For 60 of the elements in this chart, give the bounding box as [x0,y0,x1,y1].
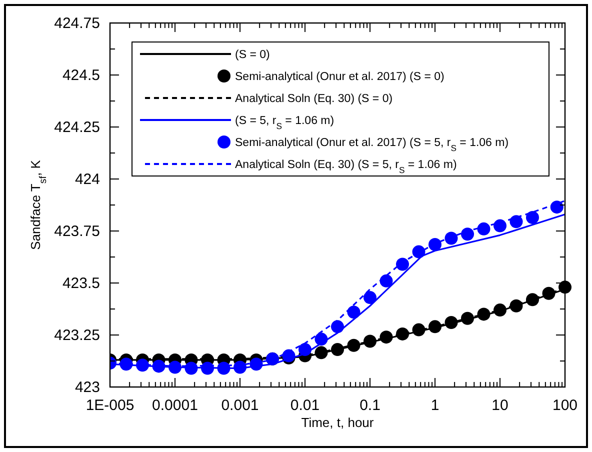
y-tick-label: 424.25 [54,119,100,136]
point [314,346,328,360]
x-tick-label: 0.01 [290,397,320,414]
point [461,312,474,325]
x-tick-label: 1E-005 [86,397,134,414]
point [364,291,376,304]
legend-label: Semi-analytical (Onur et al. 2017) (S = 5, r$_{S}$ = 1.06 m) [235,137,509,153]
point [331,320,344,334]
point [510,215,523,228]
y-tick-label: 423 [74,379,100,396]
y-tick-label: 424 [74,171,100,188]
point [201,362,214,375]
point [526,293,539,306]
legend-label: (S = 5, r$_{S}$ = 1.06 m) [235,115,334,131]
point [136,358,149,372]
point [152,360,166,373]
point [396,258,409,271]
x-tick-label: 10 [492,397,508,414]
y-tick-label: 423.75 [54,223,100,240]
y-tick-label: 423.5 [62,275,100,292]
point [428,238,442,252]
point [494,219,506,232]
legend-label: Analytical Soln (Eq. 30) (S = 0) [235,93,393,105]
point [217,362,230,375]
point [477,222,490,236]
x-tick-label: 0.001 [221,397,259,414]
x-tick-label: 1 [430,397,440,414]
y-tick-label: 423.25 [54,327,100,344]
point [428,320,442,334]
point [494,304,506,317]
point [542,286,556,300]
point [380,330,393,344]
point [444,232,458,245]
point [298,343,312,356]
point [184,362,198,375]
point [234,360,246,374]
x-axis-title: Time, t, hour [301,415,374,430]
legend-label: (S = 0) [235,49,270,61]
y-tick-label: 424.75 [54,15,100,32]
x-tick-label: 100 [552,397,578,414]
point [168,360,182,374]
x-tick-label: 0.1 [360,397,380,414]
point [364,334,376,348]
legend-label: Semi-analytical (Onur et al. 2017) (S = 0) [235,71,444,83]
point [250,358,263,371]
point [380,274,393,288]
point [461,228,474,241]
point [396,327,409,340]
point [314,332,328,346]
point [347,338,360,352]
legend-label: Analytical Soln (Eq. 30) (S = 5, r$_{S}$ = 1.06 m) [235,159,457,175]
point [477,308,490,321]
point [412,245,426,258]
x-tick-label: 0.0001 [152,397,198,414]
point [412,323,426,336]
point [444,316,458,330]
point [347,306,360,319]
y-tick-label: 424.5 [62,67,100,84]
point [331,343,344,356]
point [526,210,539,224]
